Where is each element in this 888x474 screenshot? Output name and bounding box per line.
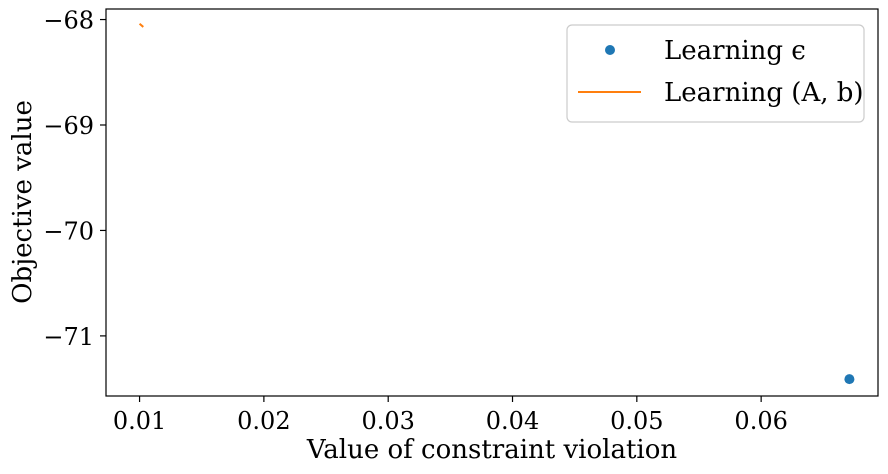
- data-marks: [138, 23, 855, 385]
- plot-frame: [105, 8, 879, 397]
- legend-label-learning-epsilon: Learning ϵ: [664, 36, 806, 66]
- y-tick-label: −71: [43, 323, 94, 351]
- y-axis-label: Objective value: [8, 100, 38, 304]
- series-line: [138, 23, 144, 28]
- legend-box: [566, 24, 865, 123]
- x-tick-label: 0.01: [113, 407, 166, 435]
- x-axis-label: Value of constraint violation: [306, 435, 677, 465]
- y-tick-label: −69: [43, 112, 94, 140]
- x-tick-label: 0.06: [734, 407, 787, 435]
- y-tick-label: −68: [43, 7, 94, 35]
- y-tick-label: −70: [43, 217, 94, 245]
- x-tick-label: 0.05: [610, 407, 663, 435]
- legend-marker-learning-epsilon: [605, 45, 615, 55]
- data-point: [844, 374, 855, 385]
- x-tick-label: 0.03: [361, 407, 414, 435]
- x-tick-label: 0.04: [486, 407, 539, 435]
- legend: Learning ϵ Learning (A, b): [566, 24, 865, 123]
- x-axis-ticks: 0.01 0.02 0.03 0.04 0.05 0.06: [113, 396, 788, 435]
- x-tick-label: 0.02: [237, 407, 290, 435]
- legend-label-learning-ab: Learning (A, b): [664, 78, 864, 108]
- y-axis-ticks: −68 −69 −70 −71: [43, 7, 106, 351]
